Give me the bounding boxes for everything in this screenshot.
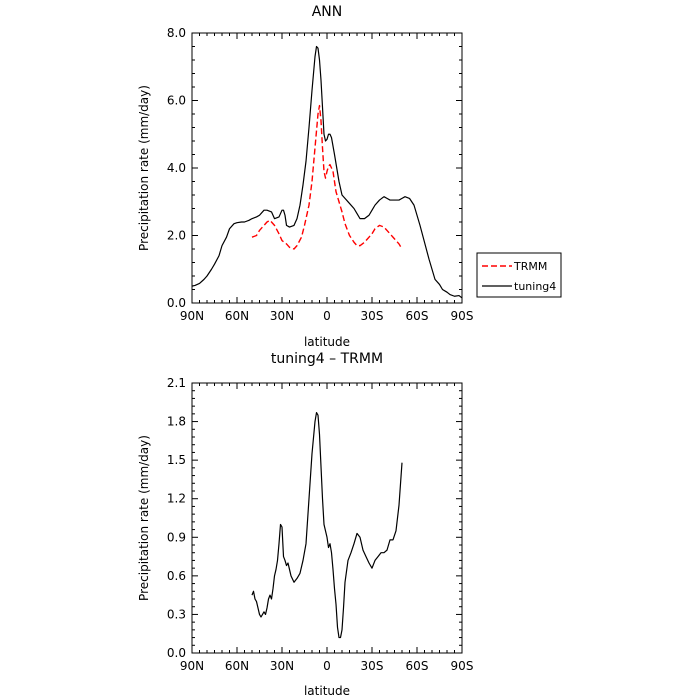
x-tick-label: 60S: [406, 659, 429, 673]
chart-title: ANN: [312, 4, 343, 20]
y-tick-label: 4.0: [167, 161, 186, 175]
chart-ann: ANN 90N 60N 30N 0 30S 60S 90S 0.0 2.0 4.0 6.0 8.0 l…: [137, 4, 473, 349]
x-tick-label: 90S: [451, 309, 474, 323]
x-tick-label: 30S: [361, 659, 384, 673]
x-tick-label: 90S: [451, 659, 474, 673]
x-tick-label: 0: [323, 659, 331, 673]
y-tick-label: 2.1: [167, 376, 186, 390]
y-tick-label: 0.9: [167, 530, 186, 544]
y-tick-label: 0.6: [167, 569, 186, 583]
chart-difference: tuning4 – TRMM 90N 60N 30N 0 30S 60S 90S 0.0 0.3…: [137, 351, 473, 698]
y-tick-label: 0.0: [167, 646, 186, 660]
x-tick-label: 30N: [270, 309, 294, 323]
x-tick-label: 60N: [225, 309, 249, 323]
legend-label-trmm: TRMM: [513, 260, 547, 273]
legend-box: [476, 252, 562, 298]
x-axis-label: latitude: [304, 684, 350, 698]
x-tick-label: 30S: [361, 309, 384, 323]
series-line-trmm: [251, 104, 403, 250]
y-tick-label: 1.8: [167, 415, 186, 429]
y-tick-label: 0.0: [167, 296, 186, 310]
y-axis-label: Precipitation rate (mm/day): [137, 435, 151, 601]
x-tick-label: 0: [323, 309, 331, 323]
x-tick-label: 60N: [225, 659, 249, 673]
x-tick-label: 30N: [270, 659, 294, 673]
plot-frame: [191, 32, 463, 304]
y-tick-label: 8.0: [167, 26, 186, 40]
y-tick-label: 1.5: [167, 453, 186, 467]
y-axis-label: Precipitation rate (mm/day): [137, 85, 151, 251]
legend: TRMM tuning4: [476, 252, 562, 298]
y-tick-label: 6.0: [167, 94, 186, 108]
y-tick-label: 0.3: [167, 607, 186, 621]
legend-label-tuning4: tuning4: [514, 280, 556, 293]
series-line-tuning4: [191, 45, 463, 299]
x-tick-label: 90N: [180, 309, 204, 323]
series-line-difference: [251, 411, 403, 639]
y-tick-label: 1.2: [167, 492, 186, 506]
x-axis-label: latitude: [304, 335, 350, 349]
y-tick-label: 2.0: [167, 229, 186, 243]
chart-title: tuning4 – TRMM: [271, 351, 383, 367]
plot-frame: [191, 382, 463, 654]
x-tick-label: 90N: [180, 659, 204, 673]
x-tick-label: 60S: [406, 309, 429, 323]
